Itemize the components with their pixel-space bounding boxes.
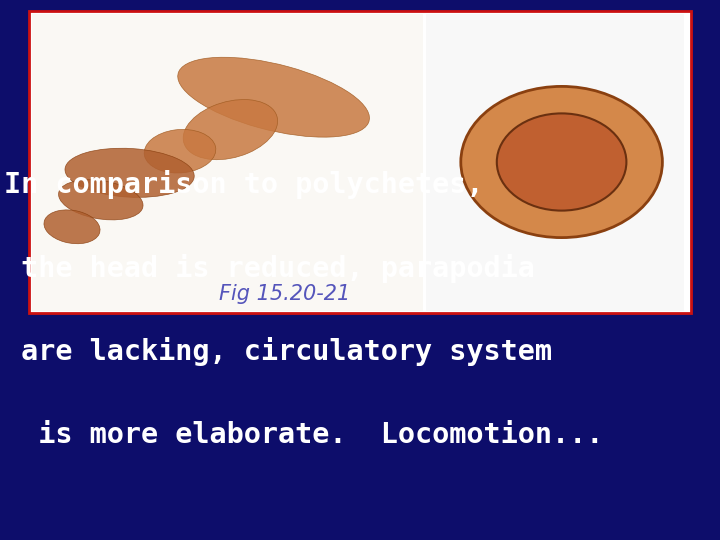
FancyBboxPatch shape	[32, 14, 423, 310]
Text: Fig 15.20-21: Fig 15.20-21	[219, 284, 350, 303]
Circle shape	[461, 86, 662, 238]
Text: are lacking, circulatory system: are lacking, circulatory system	[4, 338, 552, 367]
FancyBboxPatch shape	[29, 11, 691, 313]
Ellipse shape	[144, 130, 216, 173]
Ellipse shape	[65, 148, 194, 198]
Ellipse shape	[44, 210, 100, 244]
Ellipse shape	[58, 180, 143, 220]
FancyBboxPatch shape	[426, 14, 684, 310]
Ellipse shape	[183, 99, 278, 160]
Circle shape	[497, 113, 626, 211]
Text: is more elaborate.  Locomotion...: is more elaborate. Locomotion...	[4, 421, 603, 449]
Text: the head is reduced, parapodia: the head is reduced, parapodia	[4, 254, 534, 283]
Ellipse shape	[178, 57, 369, 137]
Text: In comparison to polychetes,: In comparison to polychetes,	[4, 170, 483, 199]
